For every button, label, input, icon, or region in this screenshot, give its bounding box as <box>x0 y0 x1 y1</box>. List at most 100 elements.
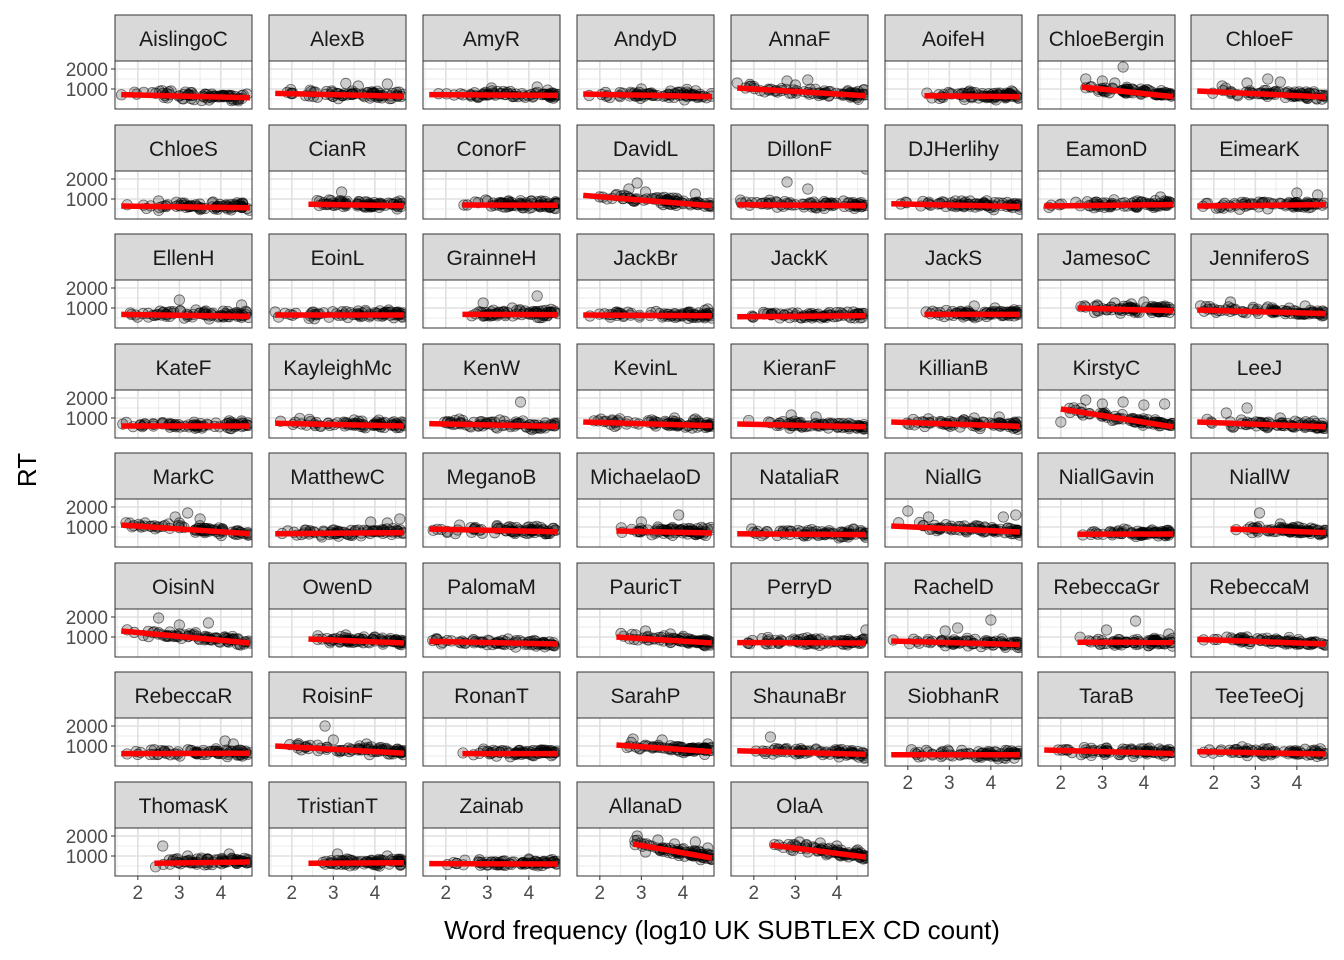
data-point <box>1080 394 1092 406</box>
strip-label: JackBr <box>613 247 677 270</box>
regression-line <box>275 90 404 99</box>
strip-label: RebeccaM <box>1209 576 1309 599</box>
panel-border <box>114 170 253 220</box>
strip-background <box>1037 124 1176 172</box>
strip-background <box>422 452 561 500</box>
panel-border <box>1190 498 1329 548</box>
strip-background <box>268 124 407 172</box>
data-point <box>1080 73 1092 85</box>
regression-line <box>121 311 250 320</box>
strip-label: KillianB <box>918 357 988 380</box>
data-point <box>202 617 215 629</box>
strip-label: ChloeF <box>1226 28 1294 51</box>
regression-line <box>737 748 867 758</box>
strip-label: JamesoC <box>1062 247 1151 270</box>
panel-ConorF: ConorF <box>422 124 561 220</box>
panel-MatthewC: MatthewC <box>268 452 407 548</box>
strip-background <box>422 343 561 391</box>
strip-label: RonanT <box>454 685 529 708</box>
strip-label: RebeccaGr <box>1053 576 1159 599</box>
regression-line <box>275 420 404 429</box>
data-point <box>639 625 652 637</box>
strip-label: PalomaM <box>447 576 536 599</box>
data-point <box>485 82 498 94</box>
panel-KillianB: KillianB <box>884 343 1023 439</box>
data-point <box>227 738 239 750</box>
data-point <box>336 186 348 198</box>
data-point <box>993 411 1005 423</box>
data-point <box>340 77 352 90</box>
strip-label: OisinN <box>152 576 215 599</box>
data-point <box>985 614 997 626</box>
regression-line <box>737 421 866 430</box>
data-point <box>1138 296 1150 308</box>
y-tick-label: 2000 <box>66 389 108 410</box>
regression-line <box>1060 406 1174 430</box>
panel-border <box>114 389 253 439</box>
data-point <box>681 83 693 96</box>
y-tick-label: 1000 <box>66 518 108 539</box>
strip-label: RebeccaR <box>134 685 232 708</box>
regression-line <box>737 531 866 538</box>
panel-border <box>114 608 253 658</box>
data-point <box>689 188 701 200</box>
strip-label: AnnaF <box>769 28 831 51</box>
data-point <box>173 294 185 306</box>
panel-JackBr: JackBr <box>576 233 715 329</box>
regression-line <box>429 91 558 99</box>
strip-label: MeganoB <box>447 466 537 489</box>
panel-RebeccaM: RebeccaM <box>1190 562 1329 658</box>
panel-GrainneH: GrainneH <box>422 233 561 329</box>
panel-border <box>730 498 869 548</box>
strip-label: ConorF <box>456 138 526 161</box>
strip-background <box>1037 233 1176 281</box>
strip-label: ChloeBergin <box>1049 28 1165 51</box>
y-tick-label: 2000 <box>66 60 108 81</box>
strip-background <box>1190 124 1329 172</box>
panel-border <box>884 498 1023 548</box>
data-point <box>1224 296 1237 308</box>
strip-background <box>422 233 561 281</box>
strip-label: KevinL <box>613 357 677 380</box>
strip-background <box>268 233 407 281</box>
strip-background <box>884 124 1023 172</box>
strip-label: MarkC <box>153 466 215 489</box>
strip-label: DJHerlihy <box>908 138 1000 161</box>
data-point <box>656 734 668 746</box>
strip-label: NataliaR <box>759 466 840 489</box>
panel-border <box>1190 389 1329 439</box>
strip-label: OwenD <box>302 576 372 599</box>
regression-line <box>1197 419 1327 430</box>
panel-KirstyC: KirstyC <box>1037 343 1176 439</box>
data-point <box>989 302 1001 314</box>
strip-label: EllenH <box>153 247 215 270</box>
panel-EimearK: EimearK <box>1190 124 1329 220</box>
data-point <box>1274 412 1286 424</box>
strip-label: AislingoC <box>139 28 228 51</box>
panel-border <box>884 60 1023 110</box>
data-point <box>360 738 373 750</box>
strip-label: KieranF <box>763 357 837 380</box>
regression-line <box>583 419 713 429</box>
panel-border <box>1037 389 1176 439</box>
y-tick-label: 1000 <box>66 190 108 211</box>
regression-line <box>1081 84 1174 100</box>
panel-PauricT: PauricT <box>576 562 715 658</box>
data-point <box>781 176 793 188</box>
panel-AmyR: AmyR <box>422 14 561 110</box>
strip-label: KateF <box>155 357 211 380</box>
strip-background <box>884 452 1023 500</box>
data-point <box>952 622 964 634</box>
panel-RonanT: RonanT <box>422 671 561 767</box>
panel-NiallG: NiallG <box>884 452 1023 548</box>
data-point <box>1154 191 1167 203</box>
regression-line <box>121 91 250 101</box>
panel-border <box>114 279 253 329</box>
panel-border <box>422 498 561 548</box>
regression-line <box>308 201 404 209</box>
strip-label: RachelD <box>913 576 994 599</box>
data-point <box>319 720 331 732</box>
data-point <box>169 511 181 523</box>
panel-border <box>268 498 407 548</box>
